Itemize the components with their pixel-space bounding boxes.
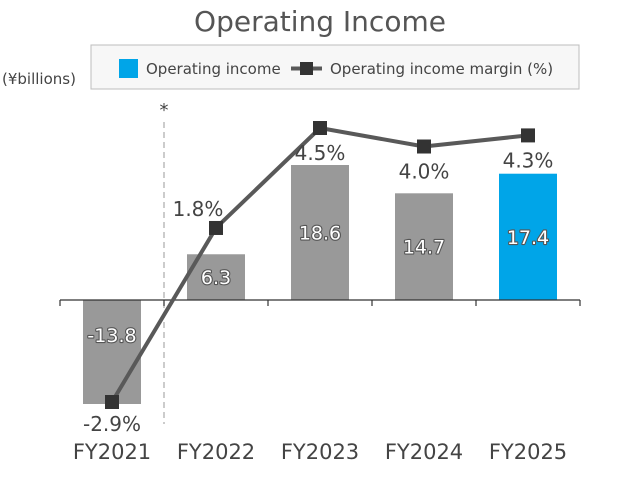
legend-label-margin: Operating income margin (%) [330,60,553,78]
divider-note: * [160,100,169,121]
margin-point-fy2025 [521,128,535,143]
unit-label: (¥billions) [2,70,76,88]
category-labels: FY2021 FY2022 FY2023 FY2024 FY2025 [73,440,567,464]
bar-fy2024 [395,193,453,300]
legend: Operating income Operating income margin… [90,44,580,90]
bar-fy2025 [499,173,557,300]
bar-value-label: 6.3 [201,267,231,289]
margin-point-fy2021 [105,395,119,409]
margin-value-label: 4.0% [399,160,450,184]
legend-label-operating-income: Operating income [146,60,281,78]
margin-value-label: 1.8% [173,197,224,221]
category-label-fy2025: FY2025 [489,440,567,464]
bars-layer [83,165,557,404]
margin-value-labels: -2.9% 1.8% 4.5% 4.0% 4.3% [83,141,553,436]
margin-point-fy2024 [417,139,431,154]
category-label-fy2024: FY2024 [385,440,463,464]
chart-title: Operating Income [194,5,446,38]
legend-swatch-marker [300,62,313,75]
bar-value-label: -13.8 [87,325,136,347]
bar-fy2021 [83,300,141,404]
bar-value-labels: -13.8 6.3 18.6 14.7 17.4 [86,221,550,348]
bar-fy2023 [291,165,349,300]
margin-point-fy2023 [313,121,327,135]
margin-point-fy2022 [209,220,223,235]
category-label-fy2021: FY2021 [73,440,151,464]
bar-value-label: 17.4 [507,227,549,249]
margin-value-label: -2.9% [83,412,141,436]
bar-value-label: 18.6 [299,223,341,245]
margin-value-label: 4.3% [503,148,554,172]
margin-line-layer [105,121,535,409]
margin-value-label: 4.5% [295,141,346,165]
category-label-fy2022: FY2022 [177,440,255,464]
bar-value-label: 14.7 [403,237,445,259]
legend-box [90,44,580,90]
category-label-fy2023: FY2023 [281,440,359,464]
legend-swatch-operating-income [119,59,138,78]
ticks-layer [59,300,581,306]
